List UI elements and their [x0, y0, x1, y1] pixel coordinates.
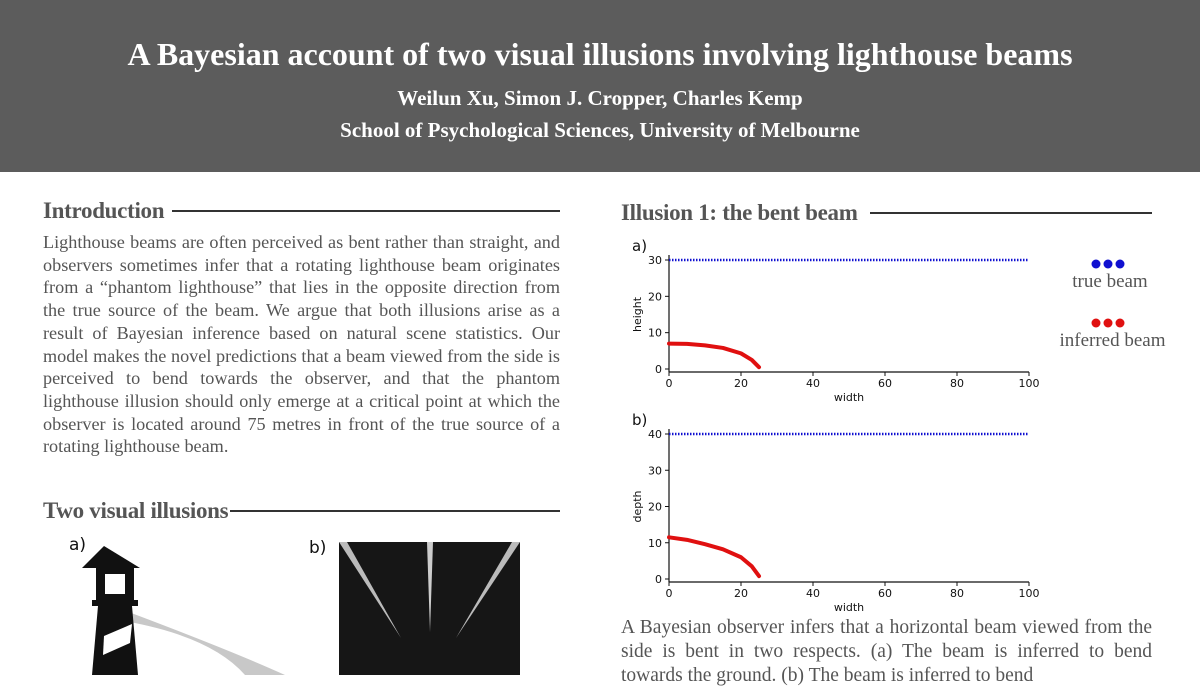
chart-depth-vs-width: b) 0 20 40 60 80 100 0 10 20 30 40 width depth [631, 411, 1040, 614]
panel-label: a) [632, 237, 647, 255]
affiliation: School of Psychological Sciences, Univer… [340, 118, 860, 142]
illusion1-heading-text: Illusion 1: the bent beam [621, 200, 858, 225]
x-tick-label: 60 [878, 377, 892, 390]
x-tick-label: 100 [1019, 587, 1040, 600]
panel-label: b) [632, 411, 647, 429]
legend-inferred-label: inferred beam [1059, 330, 1166, 351]
heading-rule [230, 510, 560, 512]
x-axis-label: width [834, 601, 864, 614]
x-tick-label: 80 [950, 587, 964, 600]
legend-true-label: true beam [1072, 271, 1148, 292]
x-axis-label: width [834, 391, 864, 404]
y-tick-label: 40 [648, 428, 662, 441]
y-tick-label: 0 [655, 363, 662, 376]
heading-rule [172, 210, 560, 212]
y-tick-label: 20 [648, 290, 662, 303]
y-tick-label: 30 [648, 464, 662, 477]
x-tick-label: 40 [806, 587, 820, 600]
y-axis-label: depth [631, 490, 644, 522]
phantom-lighthouse-illustration [339, 542, 520, 675]
bent-beam-shape [118, 608, 285, 675]
panel-label-a: a) [69, 535, 87, 555]
y-tick-label: 10 [648, 537, 662, 550]
illusions-heading-text: Two visual illusions [43, 498, 229, 523]
heading-rule [869, 212, 1152, 214]
x-tick-label: 20 [734, 587, 748, 600]
x-tick-label: 60 [878, 587, 892, 600]
intro-heading-text: Introduction [43, 198, 165, 223]
intro-text: Lighthouse beams are often perceived as … [43, 232, 560, 457]
legend-true-marker [1091, 259, 1125, 269]
poster-header: A Bayesian account of two visual illusio… [0, 0, 1200, 172]
x-tick-label: 20 [734, 377, 748, 390]
chart-height-vs-width: a) 0 20 40 60 80 100 0 10 20 30 width height [631, 237, 1040, 404]
lighthouse-roof [82, 546, 140, 568]
illusion1-caption: A Bayesian observer infers that a horizo… [621, 617, 1152, 686]
y-tick-label: 10 [648, 327, 662, 340]
illusion1-heading: Illusion 1: the bent beam [621, 200, 1152, 226]
x-tick-label: 0 [666, 587, 673, 600]
intro-heading: Introduction [43, 198, 560, 224]
panel-label-b: b) [309, 538, 327, 558]
x-tick-label: 0 [666, 377, 673, 390]
x-tick-label: 40 [806, 377, 820, 390]
y-axis-label: height [631, 296, 644, 332]
y-tick-label: 20 [648, 501, 662, 514]
inferred-beam-line [667, 535, 761, 579]
x-tick-label: 100 [1019, 377, 1040, 390]
legend-inferred-marker [1091, 318, 1125, 328]
poster-title: A Bayesian account of two visual illusio… [127, 36, 1073, 72]
y-tick-label: 30 [648, 254, 662, 267]
y-tick-label: 0 [655, 573, 662, 586]
illusions-heading: Two visual illusions [43, 498, 560, 524]
x-tick-label: 80 [950, 377, 964, 390]
inferred-beam-line [667, 341, 761, 370]
authors: Weilun Xu, Simon J. Cropper, Charles Kem… [397, 86, 803, 110]
lighthouse-illustration [82, 546, 285, 675]
